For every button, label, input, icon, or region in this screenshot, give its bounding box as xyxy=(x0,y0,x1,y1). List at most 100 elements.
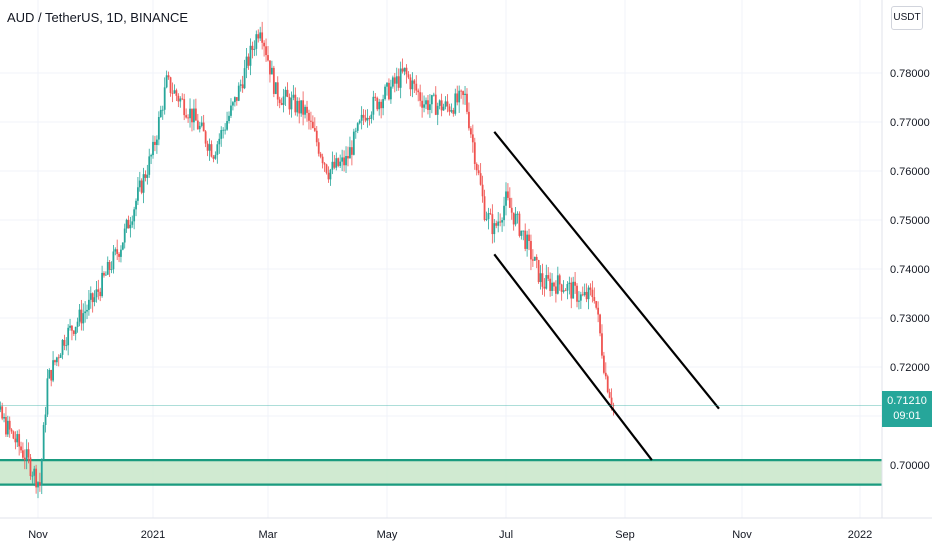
candle-158 xyxy=(280,97,283,106)
candle-95 xyxy=(157,111,160,146)
candle-92 xyxy=(152,135,154,159)
candle-143 xyxy=(251,41,254,59)
candle-79 xyxy=(127,215,130,229)
candle-203 xyxy=(368,115,371,126)
candle-48 xyxy=(69,318,71,331)
candle-302 xyxy=(560,283,563,301)
candle-234 xyxy=(429,94,431,118)
trendline-0[interactable] xyxy=(493,131,720,410)
candle-321 xyxy=(597,301,600,323)
candle-186 xyxy=(335,152,338,171)
candle-312 xyxy=(579,291,582,309)
candle-279 xyxy=(516,211,519,224)
candle-18 xyxy=(12,430,15,440)
grid-lines xyxy=(0,0,882,518)
candle-223 xyxy=(407,71,410,80)
candle-263 xyxy=(485,211,488,222)
candle-208 xyxy=(378,98,381,116)
candle-54 xyxy=(80,299,83,331)
x-tick-label-0: Nov xyxy=(28,529,48,541)
candle-112 xyxy=(191,108,193,132)
candle-159 xyxy=(282,88,285,113)
chart-pane[interactable] xyxy=(0,0,882,518)
candle-113 xyxy=(193,99,195,131)
candle-176 xyxy=(315,126,318,147)
candle-161 xyxy=(286,82,289,98)
candle-117 xyxy=(200,116,203,128)
candle-121 xyxy=(208,138,211,161)
candle-31 xyxy=(37,481,39,499)
candle-17 xyxy=(10,428,13,434)
candle-291 xyxy=(539,265,542,290)
candle-237 xyxy=(434,86,437,116)
candle-164 xyxy=(292,85,295,101)
candle-284 xyxy=(526,230,529,257)
candle-194 xyxy=(350,140,353,166)
candle-152 xyxy=(269,60,271,83)
x-tick-label-4: Jul xyxy=(499,529,513,541)
candle-155 xyxy=(274,82,277,95)
candle-280 xyxy=(518,211,521,238)
candle-222 xyxy=(405,64,408,84)
candle-253 xyxy=(466,88,468,115)
candle-22 xyxy=(20,441,22,454)
candle-70 xyxy=(110,261,113,274)
candle-265 xyxy=(489,208,492,215)
candle-320 xyxy=(595,300,598,310)
candle-67 xyxy=(104,271,107,276)
candle-278 xyxy=(514,207,517,227)
candle-93 xyxy=(154,135,156,152)
candle-294 xyxy=(545,264,548,290)
candle-109 xyxy=(185,108,188,119)
candle-83 xyxy=(135,198,137,217)
candle-94 xyxy=(155,135,158,154)
candle-80 xyxy=(129,216,132,238)
candle-229 xyxy=(419,84,422,107)
x-tick-label-2: Mar xyxy=(259,529,278,541)
candle-239 xyxy=(438,99,441,110)
candle-231 xyxy=(423,95,425,113)
candle-261 xyxy=(481,175,484,203)
candle-274 xyxy=(507,183,509,201)
candle-214 xyxy=(390,79,392,104)
candle-276 xyxy=(510,197,513,220)
candle-204 xyxy=(370,111,373,124)
candle-179 xyxy=(321,153,324,169)
candle-322 xyxy=(599,313,601,337)
candle-39 xyxy=(52,351,54,383)
candle-288 xyxy=(533,256,536,262)
candle-209 xyxy=(380,99,383,119)
candle-233 xyxy=(427,95,429,115)
candle-248 xyxy=(456,85,459,106)
candle-193 xyxy=(349,136,351,159)
candle-300 xyxy=(556,266,559,295)
candle-62 xyxy=(95,280,98,303)
currency-unit-badge[interactable]: USDT xyxy=(891,6,923,30)
candle-149 xyxy=(263,40,266,57)
candle-270 xyxy=(499,213,502,227)
candle-269 xyxy=(497,212,500,233)
candle-172 xyxy=(308,109,310,130)
candle-200 xyxy=(362,109,365,125)
candle-135 xyxy=(235,97,238,106)
candle-251 xyxy=(462,90,464,105)
candle-37 xyxy=(48,368,51,379)
trendline-1[interactable] xyxy=(493,253,653,461)
candle-108 xyxy=(183,93,186,121)
candle-318 xyxy=(591,280,594,303)
support-zone-fill xyxy=(0,460,882,485)
candle-293 xyxy=(543,278,546,297)
candle-187 xyxy=(337,157,340,168)
candle-99 xyxy=(165,70,168,89)
candle-268 xyxy=(495,220,498,229)
candle-49 xyxy=(71,324,73,341)
candle-212 xyxy=(386,81,388,96)
candle-317 xyxy=(589,283,592,296)
time-axis[interactable]: Nov 2021 Mar May Jul Sep Nov 2022 xyxy=(28,529,872,541)
x-tick-label-6: Nov xyxy=(732,529,752,541)
candle-36 xyxy=(46,369,49,418)
candle-305 xyxy=(566,281,569,300)
candle-181 xyxy=(325,163,328,175)
candle-224 xyxy=(409,74,412,97)
